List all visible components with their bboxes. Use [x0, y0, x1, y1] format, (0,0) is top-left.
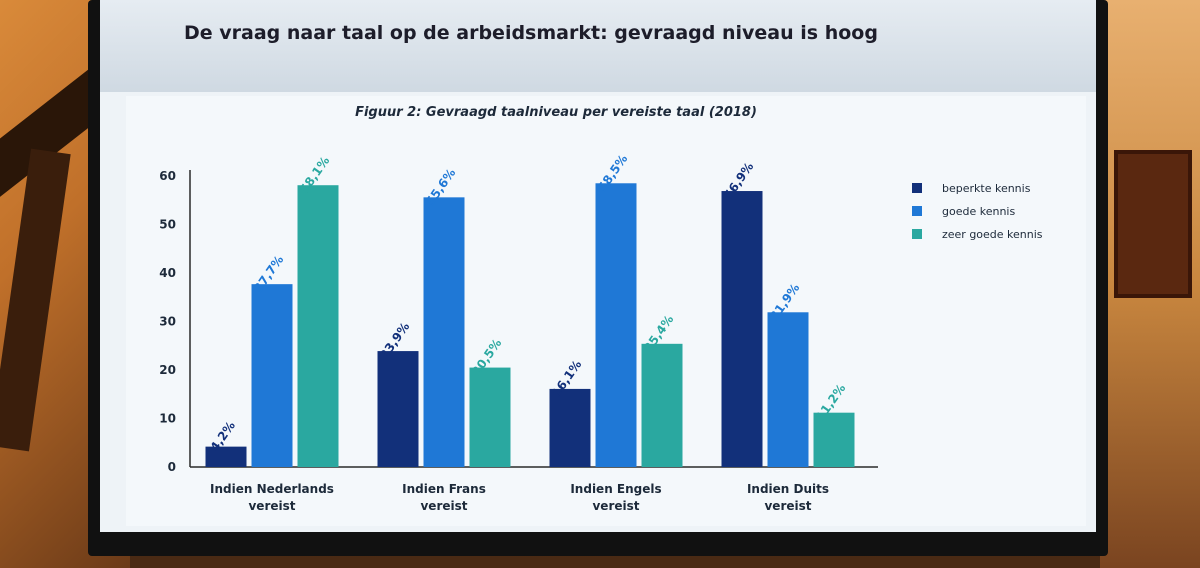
- chart-title: Figuur 2: Gevraagd taalniveau per vereis…: [355, 105, 757, 120]
- bar-goede-2: [595, 183, 637, 467]
- y-tick-label: 60: [159, 169, 176, 183]
- y-tick-label: 0: [168, 460, 176, 474]
- bar-beperkte-2: [549, 388, 591, 467]
- x-category-label: Indien Frans: [402, 482, 486, 496]
- legend-label: goede kennis: [942, 205, 1015, 218]
- x-category-label: vereist: [420, 499, 467, 513]
- y-tick-label: 30: [159, 315, 176, 329]
- bar-zeer-goede-2: [641, 343, 683, 467]
- bar-goede-0: [251, 284, 293, 467]
- slide-title-band: De vraag naar taal op de arbeidsmarkt: g…: [100, 0, 1096, 92]
- x-category-label: vereist: [592, 499, 639, 513]
- slide-title: De vraag naar taal op de arbeidsmarkt: g…: [184, 22, 878, 44]
- bar-zeer-goede-1: [469, 367, 511, 467]
- y-tick-label: 20: [159, 363, 176, 377]
- legend-label: beperkte kennis: [942, 182, 1031, 195]
- legend-label: zeer goede kennis: [942, 228, 1043, 241]
- y-tick-label: 50: [159, 218, 176, 232]
- x-category-label: Indien Duits: [747, 482, 829, 496]
- chart-panel: Figuur 2: Gevraagd taalniveau per vereis…: [126, 96, 1086, 526]
- background-door-frame: [1114, 150, 1192, 298]
- bar-zeer-goede-0: [297, 185, 339, 467]
- y-tick-label: 40: [159, 266, 176, 280]
- x-category-label: Indien Nederlands: [210, 482, 334, 496]
- bar-chart: Figuur 2: Gevraagd taalniveau per vereis…: [159, 105, 1043, 513]
- y-tick-label: 10: [159, 412, 176, 426]
- legend-swatch-0: [912, 183, 922, 193]
- legend-swatch-1: [912, 206, 922, 216]
- bar-beperkte-0: [205, 446, 247, 467]
- bar-beperkte-1: [377, 351, 419, 467]
- x-category-label: vereist: [248, 499, 295, 513]
- projected-slide: De vraag naar taal op de arbeidsmarkt: g…: [100, 0, 1096, 532]
- bar-zeer-goede-3: [813, 412, 855, 467]
- x-category-label: Indien Engels: [570, 482, 661, 496]
- x-category-label: vereist: [764, 499, 811, 513]
- bar-goede-1: [423, 197, 465, 467]
- bar-goede-3: [767, 312, 809, 467]
- bar-beperkte-3: [721, 191, 763, 467]
- legend-swatch-2: [912, 229, 922, 239]
